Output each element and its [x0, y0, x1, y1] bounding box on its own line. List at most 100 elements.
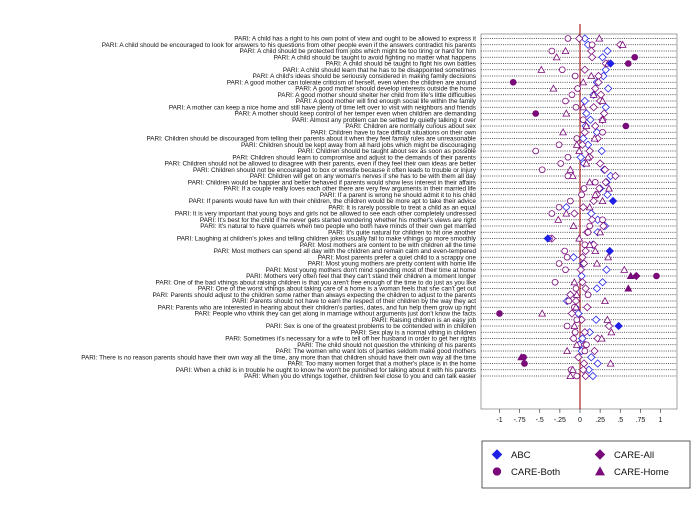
data-point-abc — [576, 153, 585, 162]
item-label: PARI: Parents should adjust to the child… — [152, 292, 476, 299]
data-point-care-home — [596, 228, 605, 236]
item-label: PARI: Mothers very often feel that they … — [246, 273, 477, 280]
data-point-care-all — [595, 159, 605, 168]
item-label: PARI: Children should be taught about se… — [298, 148, 477, 155]
data-point-abc — [582, 109, 591, 118]
data-point-care-home — [538, 309, 547, 317]
item-label: PARI: A good mother will find enough soc… — [296, 98, 477, 105]
data-point-care-both — [538, 166, 546, 174]
legend-box — [481, 440, 691, 489]
item-label: PARI: Children should be discouraged fro… — [146, 136, 476, 143]
data-point-abc — [588, 371, 598, 381]
data-point-care-home — [572, 140, 581, 148]
data-point-abc — [584, 365, 594, 374]
data-point-care-all — [587, 53, 597, 62]
x-tick-label: 1 — [659, 417, 663, 424]
data-point-care-all — [590, 346, 599, 356]
data-point-care-both — [557, 160, 564, 167]
item-label: PARI: A mother can keep a nice home and … — [169, 104, 476, 111]
data-point-care-home — [607, 328, 616, 336]
data-point-care-all — [589, 103, 598, 112]
item-label: PARI: When a child is in trouble he ough… — [176, 367, 476, 374]
item-label: PARI: One of the bad vthings about raisi… — [156, 279, 477, 286]
item-labels: PARI: A child has a right to his own poi… — [81, 36, 477, 381]
item-label: PARI: It is very important that young bo… — [175, 211, 477, 218]
item-label: PARI: The women who want lots of parties… — [276, 348, 476, 355]
data-point-abc — [598, 278, 607, 287]
data-point-care-all — [587, 215, 597, 224]
data-point-care-home — [585, 203, 594, 211]
legend-label-care-home: CARE-Home — [614, 467, 669, 478]
data-point-abc — [583, 140, 593, 149]
item-label: PARI: If a couple really loves each othe… — [224, 186, 477, 193]
data-point-care-both — [622, 122, 630, 130]
data-point-care-both — [532, 147, 540, 155]
data-point-care-home — [584, 153, 593, 161]
data-point-care-both — [599, 216, 606, 224]
data-point-care-home — [568, 365, 577, 373]
item-label: PARI: Most young mothers are pretty cont… — [308, 261, 477, 268]
data-point-care-all — [599, 109, 609, 118]
data-point-care-all — [579, 365, 588, 374]
item-label: PARI: It's quite natural for children to… — [328, 229, 477, 236]
data-point-care-home — [517, 353, 526, 361]
data-point-care-home — [559, 128, 568, 136]
item-label: PARI: A child should be taught to avoid … — [274, 54, 476, 61]
item-label: PARI: A child should be encouraged to lo… — [102, 42, 476, 49]
data-point-care-home — [575, 146, 584, 155]
data-point-care-both — [561, 247, 569, 255]
data-point-care-home — [626, 271, 635, 280]
data-point-care-both — [565, 297, 573, 305]
data-point-care-both — [571, 328, 579, 336]
data-point-abc — [543, 234, 552, 243]
data-point-care-all — [578, 140, 587, 149]
item-label: PARI: Children are normally curious abou… — [345, 123, 476, 130]
data-point-care-all — [594, 78, 603, 87]
item-label: PARI: When you do vthings together, chil… — [244, 373, 477, 380]
data-points — [496, 34, 660, 381]
item-label: PARI: Children should learn to compromis… — [232, 154, 476, 161]
data-point-care-both — [586, 222, 593, 230]
item-label: PARI: There is no reason parents should … — [81, 354, 476, 361]
data-point-care-home — [591, 246, 600, 255]
data-point-care-all — [578, 278, 587, 287]
data-point-care-home — [537, 65, 546, 73]
data-point-care-all — [600, 165, 610, 174]
data-point-care-home — [606, 359, 615, 367]
data-point-abc — [580, 96, 589, 106]
legend-label-care-both: CARE-Both — [511, 467, 560, 478]
data-point-care-all — [580, 328, 589, 337]
data-point-care-both — [578, 191, 585, 199]
data-point-abc — [605, 246, 614, 256]
item-label: PARI: A child should be protected from j… — [240, 48, 476, 55]
data-point-care-both — [558, 66, 566, 74]
item-label: PARI: It is rarely possible to treat a c… — [328, 204, 476, 211]
data-point-abc — [580, 34, 589, 43]
data-point-care-home — [572, 340, 581, 348]
x-tick-label: .75 — [636, 417, 646, 424]
item-label: PARI: Sex is one of the greatest problem… — [266, 323, 477, 330]
data-point-care-all — [570, 209, 579, 218]
data-point-care-all — [580, 65, 589, 74]
data-point-care-home — [587, 71, 596, 80]
data-point-care-both — [631, 53, 639, 61]
data-point-care-both — [551, 278, 559, 286]
data-point-care-all — [601, 178, 610, 187]
data-point-care-both — [570, 335, 577, 342]
item-label: PARI: A child's ideas should be seriousl… — [253, 73, 476, 80]
data-point-care-home — [571, 303, 580, 311]
item-label: PARI: Children will get on any woman's n… — [250, 173, 477, 180]
data-point-care-both — [496, 310, 503, 317]
data-point-abc — [597, 146, 606, 156]
data-point-care-home — [579, 103, 588, 111]
data-point-care-home — [585, 240, 594, 248]
data-point-care-all — [581, 246, 590, 256]
data-point-care-all — [578, 253, 587, 262]
data-point-abc — [601, 103, 610, 112]
data-point-care-all — [632, 271, 641, 281]
data-point-care-both — [572, 103, 580, 111]
item-label: PARI: A good mother can tolerate critici… — [227, 79, 477, 86]
data-point-care-home — [562, 109, 571, 117]
data-point-care-all — [579, 259, 589, 268]
item-label: PARI: If parents would have fun with the… — [189, 198, 477, 205]
